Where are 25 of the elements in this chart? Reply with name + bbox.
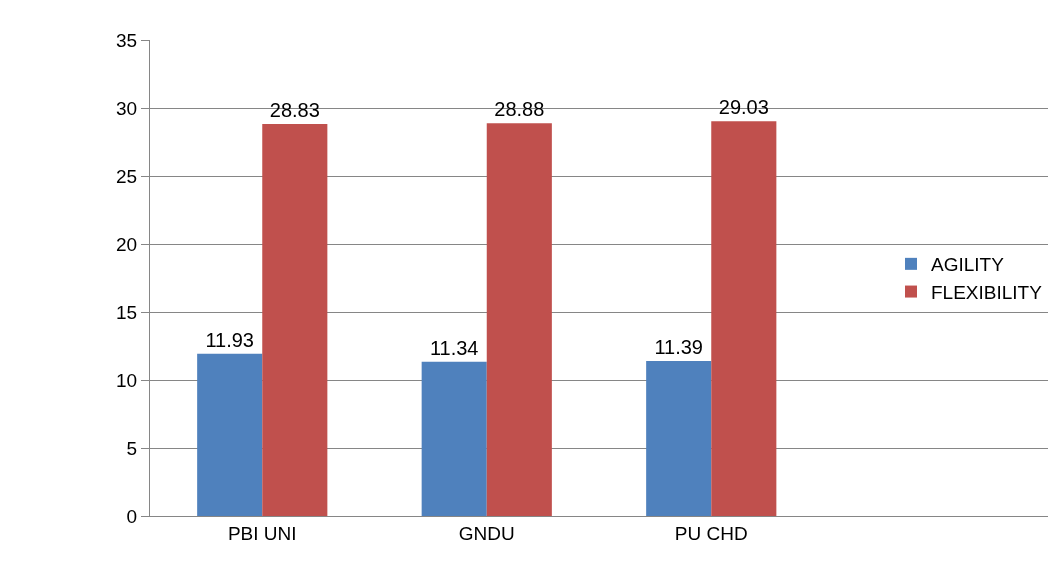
y-tick-label: 35 [116,29,138,51]
bar [421,361,487,516]
y-tick-label: 5 [126,437,138,459]
bar [486,123,552,516]
data-label: 28.88 [494,98,545,121]
y-tick-label: 20 [116,233,138,255]
y-tick-label: 15 [116,301,138,323]
legend-label: AGILITY [931,254,1005,276]
y-tick-label: 25 [116,165,138,187]
legend-label: FLEXIBILITY [931,281,1043,303]
data-label: 11.39 [654,336,703,359]
x-tick-label: GNDU [458,522,515,544]
x-tick-label: PU CHD [674,522,748,544]
bar [711,121,777,516]
bar [646,361,712,516]
x-tick-label: PBI UNI [227,522,297,544]
y-tick-label: 30 [116,97,138,119]
y-tick-label: 0 [126,505,138,527]
bar [197,353,263,516]
data-label: 29.03 [718,96,769,119]
bar [262,123,328,516]
data-label: 11.93 [205,328,254,351]
data-label: 11.34 [429,336,479,359]
y-tick-label: 10 [116,369,138,391]
data-label: 28.83 [269,98,320,121]
